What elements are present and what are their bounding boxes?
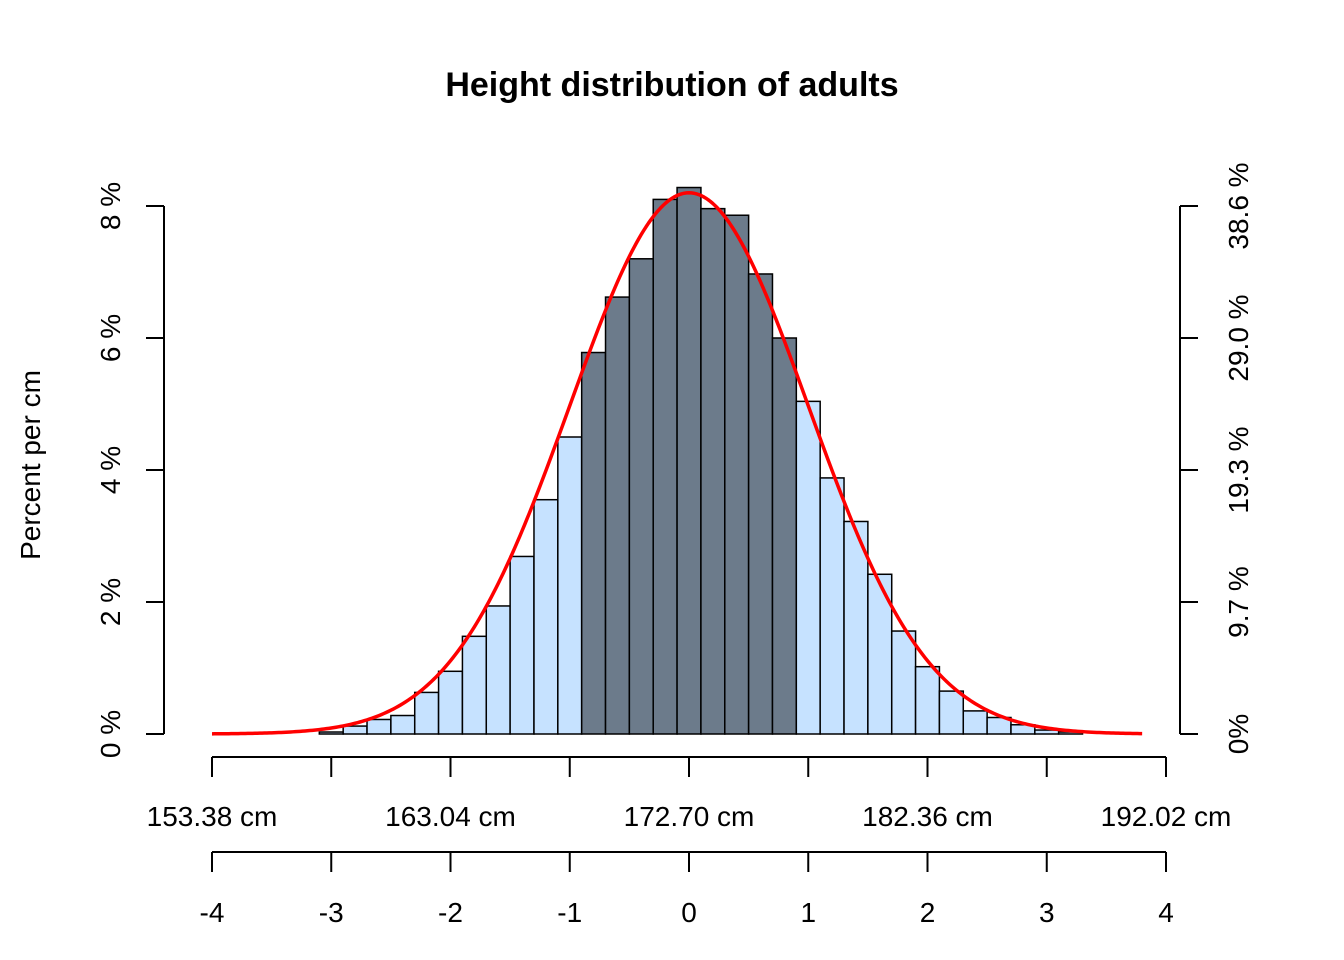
histogram-bar — [390, 714, 416, 735]
histogram-bar — [533, 498, 559, 735]
sd-tick-label: 4 — [1158, 897, 1174, 928]
left-tick-label: 6 % — [95, 314, 126, 362]
cm-tick-label: 153.38 cm — [147, 801, 278, 832]
right-tick-label: 29.0 % — [1223, 294, 1254, 381]
sd-x-axis: -4 -3 -2 -1 0 1 2 3 4 — [200, 851, 1174, 928]
right-tick-label: 38.6 % — [1223, 162, 1254, 249]
histogram-bar — [676, 186, 702, 735]
cm-tick-label: 172.70 cm — [624, 801, 755, 832]
right-tick-label: 19.3 % — [1223, 426, 1254, 513]
histogram-bar — [652, 198, 678, 735]
histogram-bar — [962, 710, 988, 735]
left-y-axis: 0 % 2 % 4 % 6 % 8 % — [95, 182, 165, 758]
histogram-bar — [461, 635, 488, 735]
left-tick-label: 8 % — [95, 182, 126, 230]
histogram-bar — [628, 258, 654, 735]
histogram-bar — [318, 731, 344, 735]
bars-group — [318, 186, 1084, 735]
sd-tick-label: -3 — [319, 897, 344, 928]
normal-density-curve — [211, 191, 1143, 736]
right-tick-label: 0% — [1223, 714, 1254, 754]
histogram-bar — [747, 273, 774, 735]
cm-tick-label: 192.02 cm — [1101, 801, 1232, 832]
histogram-bar — [604, 296, 631, 735]
histogram-bar — [342, 725, 368, 735]
sd-tick-label: -4 — [200, 897, 225, 928]
histogram-bar — [819, 477, 845, 735]
histogram-bar — [914, 665, 941, 735]
histogram-bar — [509, 555, 535, 735]
histogram-bar — [485, 605, 511, 735]
cm-tick-label: 182.36 cm — [862, 801, 993, 832]
density-curve-layer — [211, 191, 1143, 736]
histogram-bar — [938, 690, 965, 735]
histogram-bar — [366, 718, 392, 735]
histogram-bar — [580, 351, 607, 735]
histogram-bar — [771, 337, 798, 735]
histogram-bar — [557, 436, 583, 735]
sd-tick-label: 2 — [920, 897, 936, 928]
left-tick-label: 2 % — [95, 578, 126, 626]
histogram-bar — [413, 691, 440, 735]
sd-tick-label: -1 — [557, 897, 582, 928]
sd-tick-label: 3 — [1039, 897, 1055, 928]
cm-tick-label: 163.04 cm — [385, 801, 516, 832]
sd-tick-label: -2 — [438, 897, 463, 928]
left-tick-label: 0 % — [95, 710, 126, 758]
right-tick-label: 9.7 % — [1223, 566, 1254, 638]
y-axis-label: Percent per cm — [15, 370, 46, 560]
histogram-bar — [700, 207, 726, 735]
chart-title: Height distribution of adults — [445, 66, 898, 104]
histogram-bar — [890, 630, 917, 735]
right-y-axis: 0% 9.7 % 19.3 % 29.0 % 38.6 % — [1179, 162, 1254, 754]
cm-x-axis: 153.38 cm 163.04 cm 172.70 cm 182.36 cm 192.… — [147, 756, 1232, 832]
sd-tick-label: 0 — [681, 897, 697, 928]
histogram-bar — [437, 670, 464, 735]
histogram-bar — [724, 214, 750, 735]
histogram-bar — [795, 400, 821, 735]
left-tick-label: 4 % — [95, 446, 126, 494]
sd-tick-label: 1 — [800, 897, 816, 928]
